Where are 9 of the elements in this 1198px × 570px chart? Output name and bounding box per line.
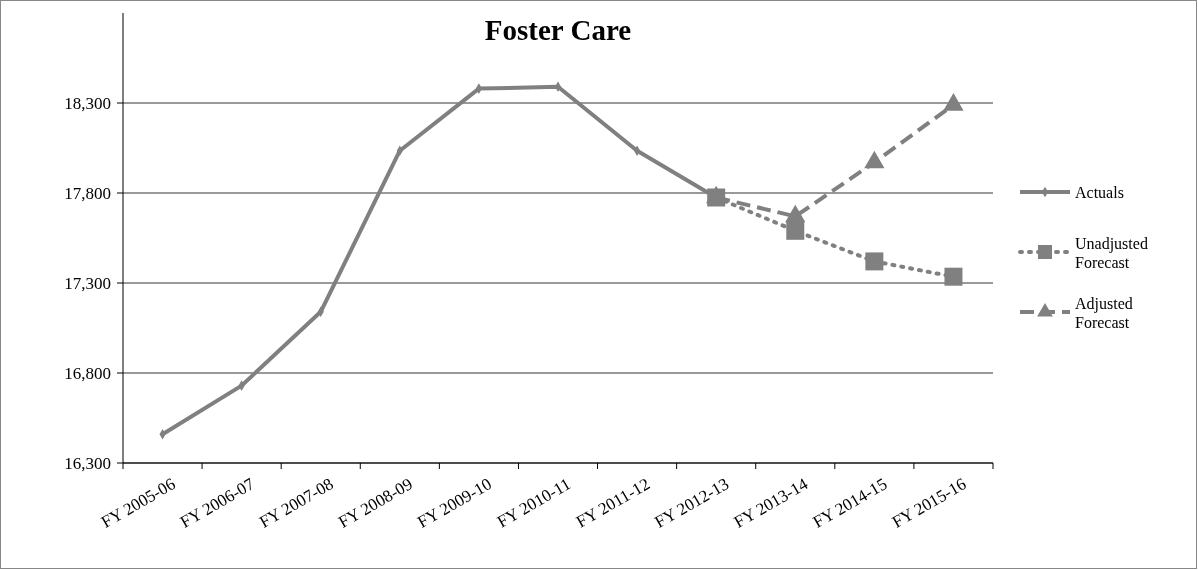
y-tick-label: 18,300	[64, 93, 111, 113]
y-tick-label: 17,800	[64, 183, 111, 203]
legend-label: Unadjusted Forecast	[1075, 234, 1148, 271]
y-tick-label: 17,300	[64, 273, 111, 293]
legend-label: Adjusted Forecast	[1075, 294, 1133, 331]
y-tick-label: 16,800	[64, 363, 111, 383]
legend-label: Actuals	[1075, 183, 1124, 201]
chart-title: Foster Care	[484, 14, 632, 46]
y-tick-label: 16,300	[64, 453, 111, 473]
